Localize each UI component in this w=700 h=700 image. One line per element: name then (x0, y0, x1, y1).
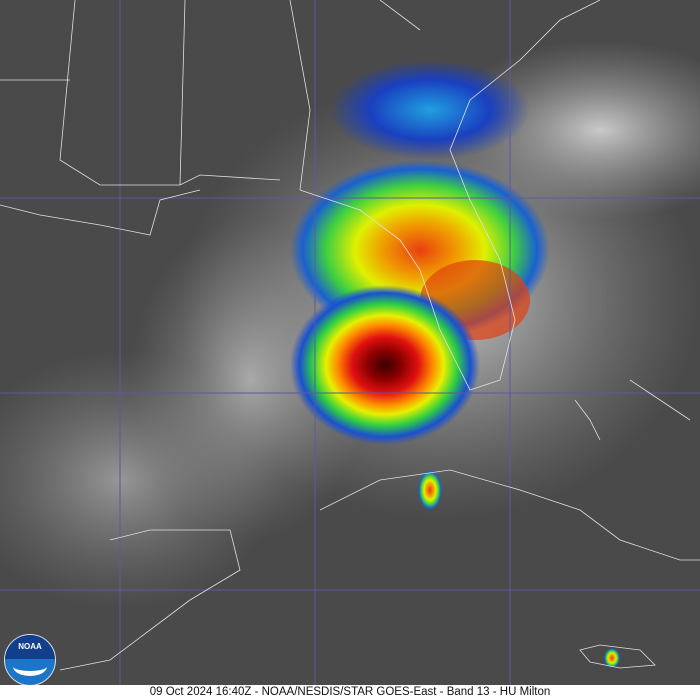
cuba-convection (418, 470, 442, 510)
coastlines-and-borders (0, 0, 700, 671)
satellite-image: NOAA (0, 0, 700, 685)
noaa-bird-icon (13, 657, 47, 676)
lat-lon-grid (0, 0, 700, 685)
jamaica-convection (604, 648, 620, 668)
northern-rain-band (330, 60, 530, 160)
image-caption: 09 Oct 2024 16:40Z - NOAA/NESDIS/STAR GO… (0, 685, 700, 700)
noaa-logo: NOAA (4, 634, 56, 685)
satellite-imagery-layer (0, 0, 700, 685)
noaa-logo-text: NOAA (18, 642, 42, 651)
hurricane-core (290, 285, 480, 445)
